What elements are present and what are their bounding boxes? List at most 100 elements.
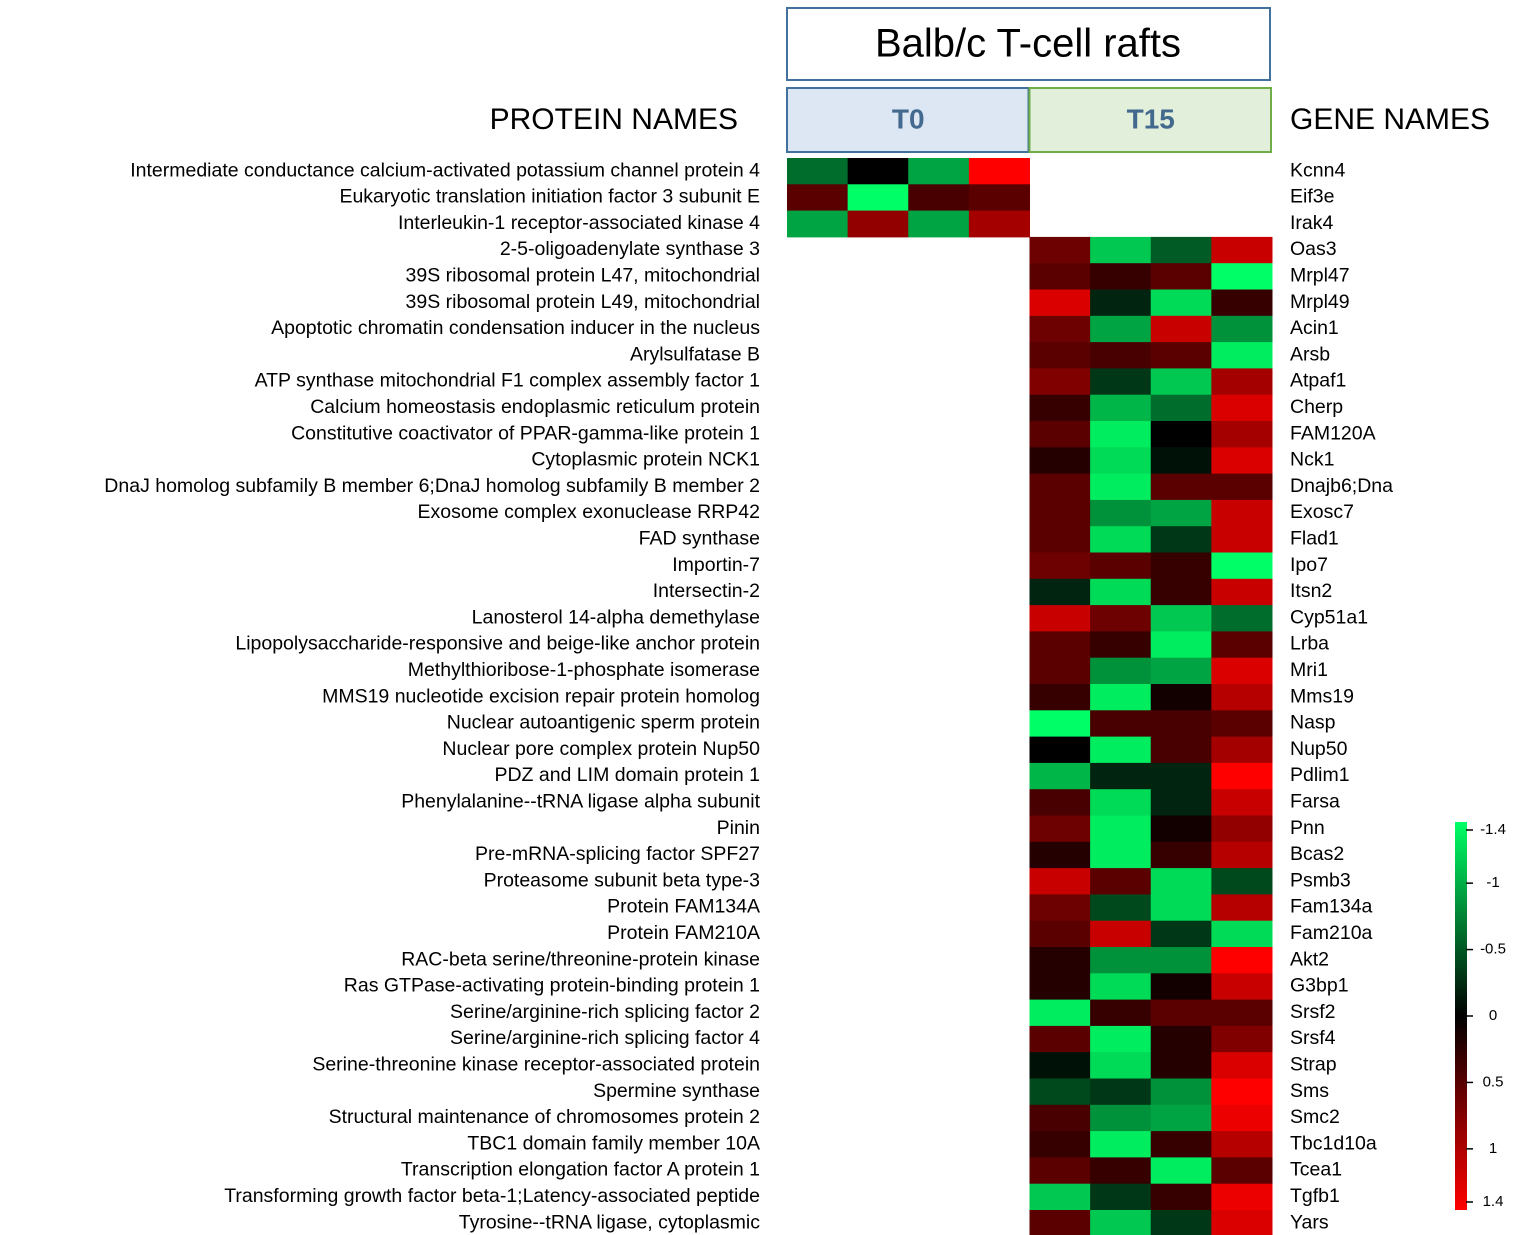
heatmap-cell <box>1090 368 1152 396</box>
heatmap-cell <box>1090 447 1152 475</box>
gene-label: Itsn2 <box>1290 580 1332 602</box>
gene-label: Arsb <box>1290 343 1330 365</box>
heatmap-cell <box>1150 236 1212 264</box>
heatmap-cell <box>1029 999 1091 1027</box>
heatmap-cell <box>1150 710 1212 738</box>
gene-label: Nup50 <box>1290 738 1348 760</box>
heatmap-cell <box>1029 1025 1091 1053</box>
heatmap-cell <box>1150 578 1212 606</box>
heatmap-cell <box>1211 947 1273 974</box>
heatmap-cell <box>1090 947 1152 974</box>
heatmap-cell <box>1029 657 1091 685</box>
row-label: Importin-7 <box>672 554 760 576</box>
row-label: TBC1 domain family member 10A <box>467 1132 760 1154</box>
heatmap-cell <box>1150 1052 1212 1079</box>
heatmap-cell <box>1090 1025 1152 1053</box>
heatmap-cell <box>1029 631 1091 659</box>
gene-label: Fam134a <box>1290 896 1373 918</box>
heatmap-cell <box>1029 1183 1091 1211</box>
heatmap-cell <box>1090 315 1152 343</box>
gene-label: Acin1 <box>1290 317 1339 339</box>
heatmap-cell <box>1150 1025 1212 1053</box>
row-label: Pre-mRNA-splicing factor SPF27 <box>475 843 760 865</box>
gene-label: G3bp1 <box>1290 975 1349 997</box>
row-label: ATP synthase mitochondrial F1 complex as… <box>255 370 760 392</box>
heatmap-cell <box>1090 578 1152 606</box>
gene-label: Strap <box>1290 1054 1337 1076</box>
heatmap-cell <box>1150 289 1212 317</box>
heatmap-cell <box>1090 762 1152 790</box>
heatmap-cell <box>1029 394 1091 422</box>
heatmap-cell <box>1150 999 1212 1027</box>
gene-label: Nasp <box>1290 712 1336 734</box>
row-label: Tyrosine--tRNA ligase, cytoplasmic <box>459 1211 761 1233</box>
row-label: Serine/arginine-rich splicing factor 4 <box>450 1027 760 1049</box>
heatmap-cell <box>1090 710 1152 738</box>
row-label: Apoptotic chromatin condensation inducer… <box>271 317 760 339</box>
heatmap-cell <box>1211 263 1273 290</box>
group-box <box>786 87 1030 153</box>
gene-label: Pdlim1 <box>1290 764 1350 786</box>
heatmap-cell <box>1150 815 1212 843</box>
gene-label: Mrpl47 <box>1290 265 1350 287</box>
heatmap-cell <box>1029 947 1091 974</box>
heatmap-cell <box>1150 1131 1212 1158</box>
row-label: 2-5-oligoadenylate synthase 3 <box>500 238 760 260</box>
heatmap-cell <box>847 210 909 238</box>
heatmap-cell <box>1211 473 1273 501</box>
heatmap-cell <box>1211 789 1273 816</box>
heatmap-cell <box>1150 552 1212 580</box>
heatmap-cell <box>968 210 1030 238</box>
gene-label: Atpaf1 <box>1290 370 1346 392</box>
heatmap-cell <box>1211 342 1273 369</box>
row-label: Structural maintenance of chromosomes pr… <box>329 1106 760 1128</box>
heatmap-cell <box>1090 526 1152 553</box>
heatmap-cell <box>1029 473 1091 501</box>
heatmap-cell <box>1211 868 1273 895</box>
heatmap-cell <box>787 210 849 238</box>
heatmap-cell <box>1090 1078 1152 1106</box>
heatmap-cell <box>1211 815 1273 843</box>
heatmap-cell <box>1029 447 1091 475</box>
heatmap-cell <box>1150 263 1212 290</box>
chart-title: Balb/c T-cell rafts <box>875 22 1181 66</box>
heatmap-cell <box>1150 1104 1212 1132</box>
row-label: Eukaryotic translation initiation factor… <box>339 186 760 208</box>
heatmap-cell <box>1211 1025 1273 1053</box>
gene-label: Akt2 <box>1290 948 1329 970</box>
heatmap-cell <box>1090 841 1152 869</box>
heatmap-cell <box>1150 605 1212 632</box>
heatmap-cell <box>1029 710 1091 738</box>
heatmap-cell <box>1211 236 1273 264</box>
row-label: MMS19 nucleotide excision repair protein… <box>322 685 760 707</box>
heatmap-cell <box>1090 289 1152 317</box>
gene-label: Bcas2 <box>1290 843 1344 865</box>
heatmap-cell <box>1211 578 1273 606</box>
heatmap-cell <box>1150 684 1212 711</box>
heatmap-cell <box>1029 368 1091 396</box>
heatmap-cell <box>1150 368 1212 396</box>
heatmap-cell <box>1090 894 1152 922</box>
heatmap-cell <box>1029 973 1091 1001</box>
heatmap-cell <box>1029 1078 1091 1106</box>
heatmap-cell <box>1029 841 1091 869</box>
heatmap-cell <box>1150 657 1212 685</box>
row-label: Cytoplasmic protein NCK1 <box>531 449 760 471</box>
heatmap-cell <box>1090 920 1152 948</box>
row-label: Arylsulfatase B <box>630 343 760 365</box>
row-label: Exosome complex exonuclease RRP42 <box>417 501 760 523</box>
heatmap-cell <box>1029 263 1091 290</box>
heatmap-cell <box>1090 342 1152 369</box>
heatmap-cell <box>1150 1078 1212 1106</box>
row-label: PDZ and LIM domain protein 1 <box>494 764 760 786</box>
heatmap-cell <box>1211 526 1273 553</box>
colorbar-tick-label: 0.5 <box>1483 1073 1504 1090</box>
heatmap-cell <box>1150 868 1212 895</box>
gene-label: Tgfb1 <box>1290 1185 1340 1207</box>
row-label: Protein FAM134A <box>607 896 760 918</box>
group-label: T15 <box>1127 103 1175 134</box>
heatmap-cell <box>1029 499 1091 527</box>
heatmap-cell <box>1150 421 1212 448</box>
group-label: T0 <box>892 103 925 134</box>
heatmap-cell <box>1150 1210 1212 1235</box>
